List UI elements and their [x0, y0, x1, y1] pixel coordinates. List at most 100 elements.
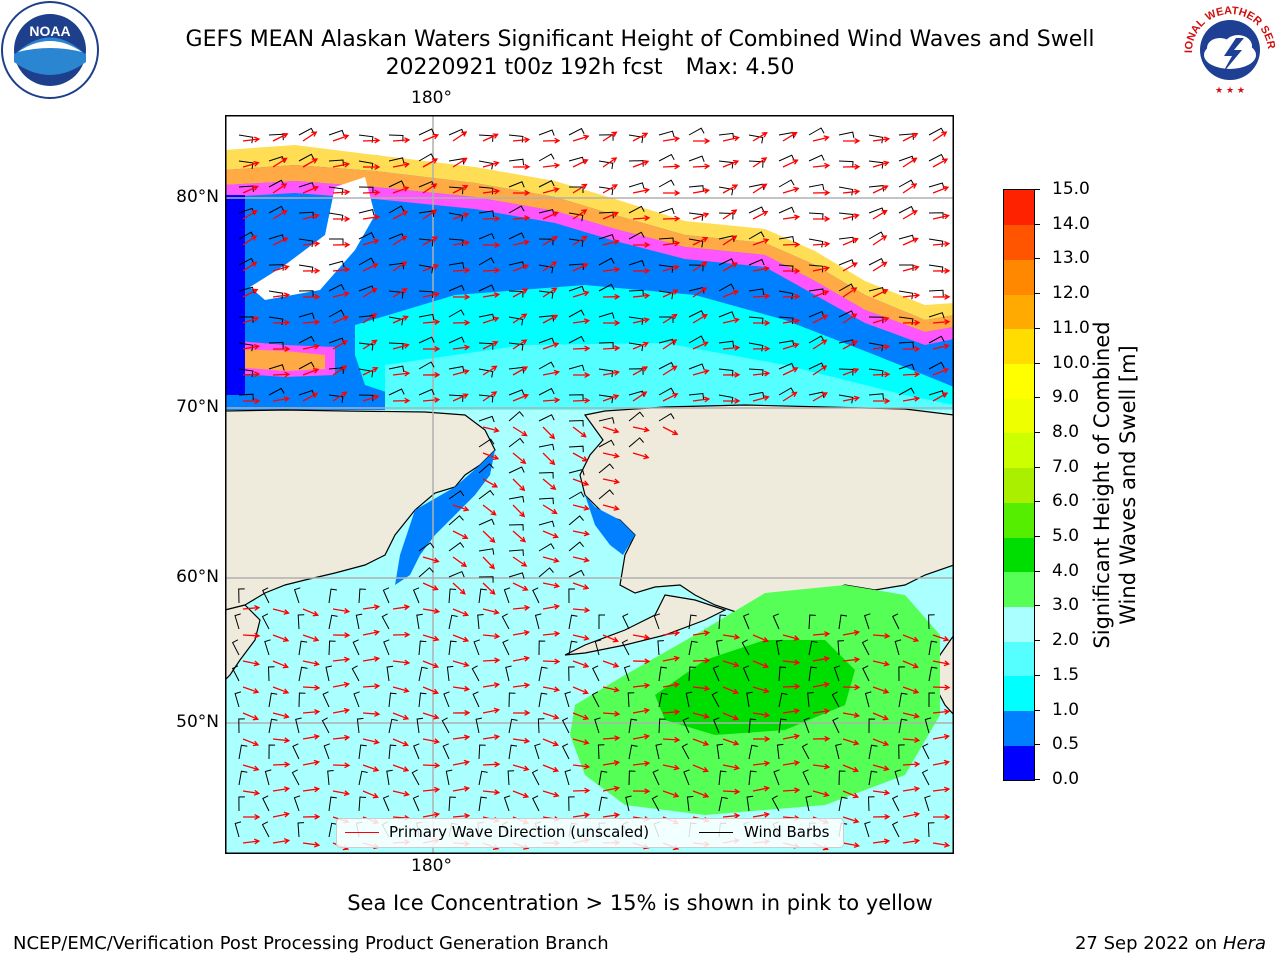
wind-barb — [628, 437, 644, 448]
colorbar-segment — [1004, 745, 1034, 781]
wind-barb — [388, 388, 405, 396]
wave-direction-arrow — [362, 710, 381, 717]
wind-barb — [293, 795, 301, 812]
wind-barb — [718, 212, 734, 220]
wind-barb — [838, 394, 854, 404]
wave-direction-arrow — [452, 685, 471, 692]
wind-barb — [388, 205, 405, 214]
wave-direction-arrow — [752, 370, 771, 377]
wave-direction-arrow — [482, 530, 496, 544]
wind-barb — [238, 588, 245, 604]
wind-barb — [351, 665, 360, 682]
wave-direction-arrow — [512, 189, 531, 196]
wave-direction-arrow — [422, 686, 440, 695]
wind-barb — [238, 796, 245, 812]
wave-direction-arrow — [512, 239, 530, 246]
colorbar-label-line1: Significant Height of Combined — [1090, 321, 1114, 649]
wind-barb — [922, 743, 930, 760]
wind-barb — [418, 313, 435, 321]
colorbar-tick-mark — [1034, 293, 1040, 295]
wind-barb — [928, 312, 945, 319]
wind-barb — [658, 153, 675, 162]
footer-credit: NCEP/EMC/Verification Post Processing Pr… — [13, 933, 609, 954]
wind-barb — [234, 613, 241, 630]
wave-direction-arrow — [572, 452, 589, 462]
wave-direction-arrow — [932, 392, 949, 402]
wave-direction-arrow — [812, 681, 831, 688]
wind-barb — [778, 154, 795, 162]
wind-barb — [298, 153, 315, 162]
wave-direction-arrow — [482, 292, 501, 298]
wind-barb — [478, 415, 495, 423]
wind-barb — [921, 769, 930, 786]
wave-direction-arrow — [482, 761, 501, 768]
wind-barb — [625, 795, 632, 812]
wind-barb — [507, 770, 515, 786]
wave-direction-arrow — [392, 659, 411, 666]
wind-barb — [328, 394, 344, 403]
wave-direction-arrow — [362, 238, 380, 246]
wind-barb — [568, 364, 585, 372]
wind-barb — [538, 666, 548, 682]
wind-barb — [713, 717, 720, 734]
wind-barb — [508, 718, 518, 734]
wave-direction-arrow — [872, 764, 890, 772]
wind-barb — [293, 587, 301, 604]
wave-direction-arrow — [542, 712, 560, 720]
wave-direction-arrow — [932, 319, 951, 325]
wind-barb — [718, 796, 728, 812]
wave-direction-arrow — [662, 681, 681, 688]
wave-direction-arrow — [302, 634, 320, 642]
wave-direction-arrow — [422, 738, 441, 745]
wind-barb — [928, 289, 944, 297]
wave-direction-arrow — [692, 630, 711, 637]
wind-barb — [651, 795, 660, 812]
wave-direction-arrow — [842, 842, 861, 849]
wave-direction-arrow — [452, 267, 471, 274]
wind-barb — [746, 691, 753, 708]
wave-direction-arrow — [572, 582, 590, 590]
wave-direction-arrow — [572, 134, 590, 142]
wave-direction-arrow — [332, 216, 351, 222]
wind-barb — [475, 717, 483, 734]
wave-direction-arrow — [242, 185, 259, 194]
wind-barb — [778, 718, 787, 734]
wave-direction-arrow — [482, 391, 498, 402]
wind-barb — [805, 795, 813, 812]
wave-direction-arrow — [932, 267, 951, 274]
wave-direction-arrow — [812, 365, 828, 376]
wave-direction-arrow — [572, 634, 590, 641]
wave-direction-arrow — [572, 426, 587, 438]
wind-barb — [655, 743, 663, 760]
wave-direction-arrow — [572, 209, 588, 220]
wave-direction-arrow — [572, 290, 590, 298]
wave-direction-arrow — [872, 316, 890, 324]
wave-direction-arrow — [362, 263, 379, 272]
wave-direction-arrow — [902, 395, 921, 402]
wind-barb — [508, 316, 524, 326]
wind-barb — [598, 341, 614, 349]
wind-barb — [863, 613, 871, 630]
wind-barb — [356, 717, 364, 734]
wave-direction-arrow — [572, 235, 588, 246]
wave-direction-arrow — [782, 787, 801, 794]
wind-barb — [838, 770, 846, 786]
lat-label-70: 70°N — [176, 397, 219, 417]
wind-barb — [238, 744, 248, 760]
wave-direction-arrow — [512, 582, 529, 591]
wave-direction-arrow — [542, 162, 561, 169]
wind-barb — [325, 665, 333, 682]
wave-direction-arrow — [512, 478, 526, 492]
wind-barb — [537, 718, 545, 734]
wave-direction-arrow — [362, 738, 380, 745]
colorbar-tick-mark — [1034, 501, 1040, 503]
wave-direction-arrow — [722, 712, 740, 721]
wave-direction-arrow — [332, 734, 351, 741]
wave-direction-arrow — [542, 603, 561, 610]
colorbar-tick-label: 0.5 — [1052, 734, 1080, 755]
wave-direction-arrow — [482, 478, 499, 488]
wave-direction-arrow — [662, 215, 681, 222]
wind-barb — [778, 290, 794, 300]
wave-direction-arrow — [632, 132, 649, 142]
wind-barb — [838, 186, 854, 196]
